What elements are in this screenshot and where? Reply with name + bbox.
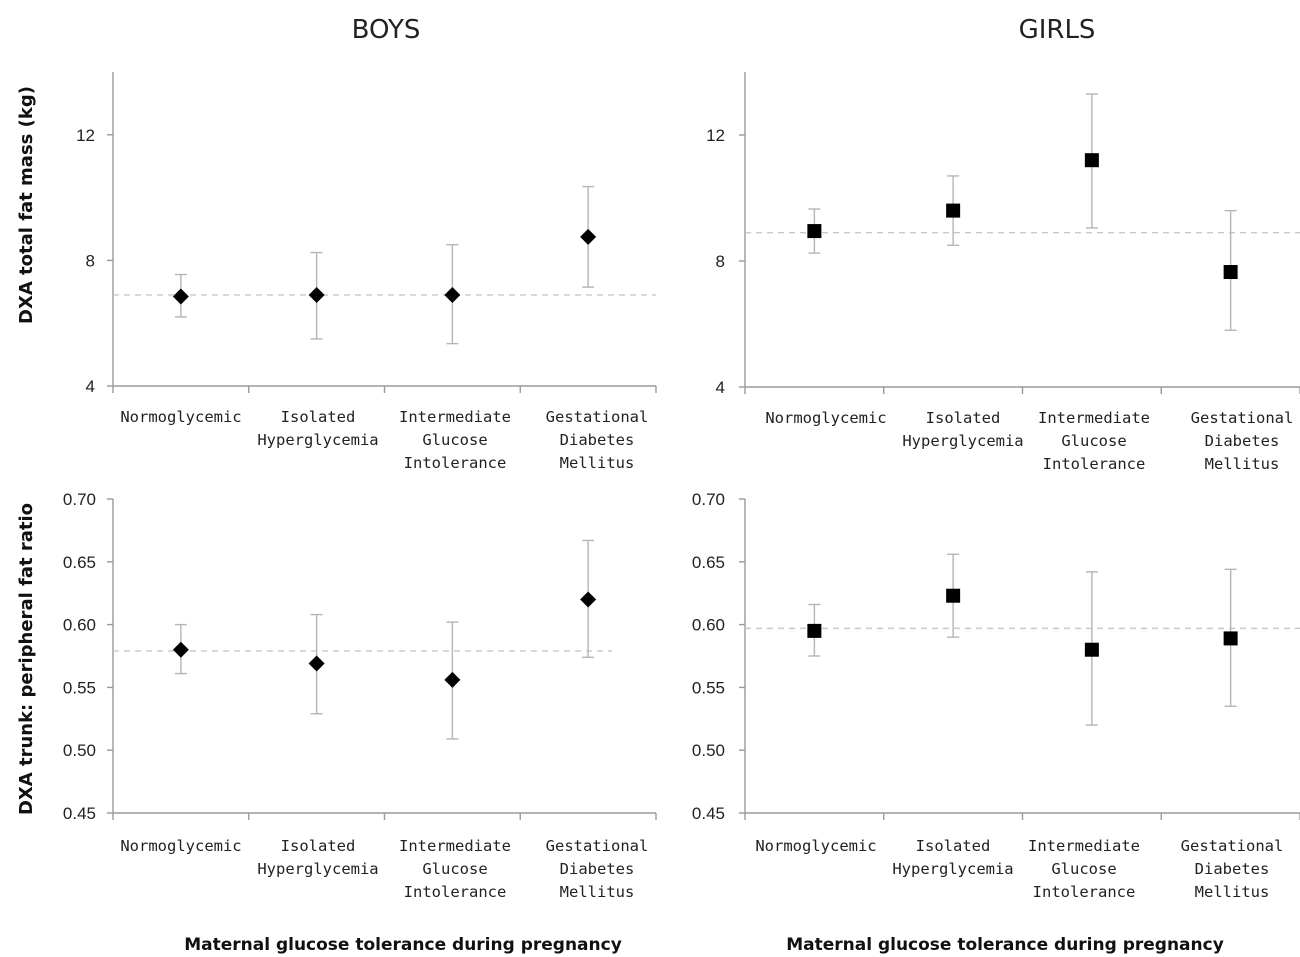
- y-tick-label: 0.50: [63, 741, 96, 760]
- x-tick-label-isolated-hyperglycemia: Isolated Hyperglycemia: [902, 409, 1023, 450]
- x-tick-label-gestational-diabetes: Gestational Diabetes Mellitus: [546, 837, 649, 901]
- y-tick-label: 0.65: [63, 553, 96, 572]
- x-tick-label-normoglycemic: Normoglycemic: [755, 837, 876, 855]
- x-tick-label-normoglycemic: Normoglycemic: [765, 409, 886, 427]
- data-point-isolated-hyperglycemia: [946, 588, 961, 603]
- y-tick-label: 0.70: [63, 490, 96, 509]
- data-point-intermediate-glucose-intolerance: [444, 671, 461, 688]
- y-tick-label: 8: [716, 252, 725, 271]
- boys-trunk-ratio-panel: 0.45 0.50 0.55 0.60 0.65 0.70 Normoglycemic Iso…: [63, 490, 657, 901]
- y-tick-label: 0.45: [692, 804, 725, 823]
- data-point-normoglycemic: [807, 224, 822, 239]
- y-tick-label: 4: [86, 377, 95, 396]
- x-tick-label-gestational-diabetes: Gestational Diabetes Mellitus: [546, 408, 649, 472]
- data-point-isolated-hyperglycemia: [308, 286, 325, 303]
- boys-fat-mass-panel: 4 8 12 Normoglycemic Isolated Hyperglycemia In…: [76, 72, 657, 472]
- x-tick-label-isolated-hyperglycemia: Isolated Hyperglycemia: [257, 408, 378, 449]
- x-tick-label-isolated-hyperglycemia: Isolated Hyperglycemia: [257, 837, 378, 878]
- girls-fat-mass-panel: 4 8 12 Normoglycemic Isolated Hyperglycemia In…: [706, 72, 1300, 473]
- x-tick-label-intermediate-glucose-intolerance: Intermediate Glucose Intolerance: [399, 408, 511, 472]
- y-tick-label: 0.55: [63, 678, 96, 697]
- y-tick-label: 8: [86, 251, 95, 270]
- y-tick-label: 0.50: [692, 741, 725, 760]
- data-point-normoglycemic: [807, 623, 822, 638]
- y-tick-label: 0.60: [63, 616, 96, 635]
- data-point-intermediate-glucose-intolerance: [1084, 153, 1099, 168]
- y-tick-label: 0.70: [692, 490, 725, 509]
- x-tick-label-intermediate-glucose-intolerance: Intermediate Glucose Intolerance: [1038, 409, 1150, 473]
- y-tick-label: 12: [76, 126, 95, 145]
- data-point-gestational-diabetes: [580, 228, 597, 245]
- data-point-normoglycemic: [172, 641, 189, 658]
- x-tick-label-isolated-hyperglycemia: Isolated Hyperglycemia: [892, 837, 1013, 878]
- x-tick-label-intermediate-glucose-intolerance: Intermediate Glucose Intolerance: [399, 837, 511, 901]
- x-tick-label-intermediate-glucose-intolerance: Intermediate Glucose Intolerance: [1028, 837, 1140, 901]
- x-tick-label-gestational-diabetes: Gestational Diabetes Mellitus: [1191, 409, 1294, 473]
- boys-title: BOYS: [352, 15, 421, 45]
- y-tick-label: 4: [716, 378, 725, 397]
- y-tick-label: 12: [706, 126, 725, 145]
- x-tick-label-normoglycemic: Normoglycemic: [120, 408, 241, 426]
- ylabel-fat-mass: DXA total fat mass (kg): [16, 86, 37, 324]
- data-point-intermediate-glucose-intolerance: [444, 286, 461, 303]
- ylabel-trunk-ratio: DXA trunk: peripheral fat ratio: [16, 503, 37, 815]
- girls-title: GIRLS: [1019, 15, 1096, 45]
- data-point-gestational-diabetes: [1223, 265, 1238, 280]
- xlabel-girls: Maternal glucose tolerance during pregna…: [786, 935, 1224, 955]
- y-tick-label: 0.55: [692, 678, 725, 697]
- xlabel-boys: Maternal glucose tolerance during pregna…: [184, 935, 622, 955]
- x-tick-label-normoglycemic: Normoglycemic: [120, 837, 241, 855]
- y-tick-label: 0.60: [692, 616, 725, 635]
- girls-trunk-ratio-panel: 0.45 0.50 0.55 0.60 0.65 0.70 Normoglycemic Iso…: [692, 490, 1300, 901]
- data-point-gestational-diabetes: [1223, 631, 1238, 646]
- data-point-isolated-hyperglycemia: [308, 655, 325, 672]
- y-tick-label: 0.65: [692, 553, 725, 572]
- data-point-normoglycemic: [172, 288, 189, 305]
- data-point-isolated-hyperglycemia: [946, 203, 961, 218]
- x-tick-label-gestational-diabetes: Gestational Diabetes Mellitus: [1181, 837, 1284, 901]
- data-point-gestational-diabetes: [580, 591, 597, 608]
- data-point-intermediate-glucose-intolerance: [1084, 642, 1099, 657]
- y-tick-label: 0.45: [63, 804, 96, 823]
